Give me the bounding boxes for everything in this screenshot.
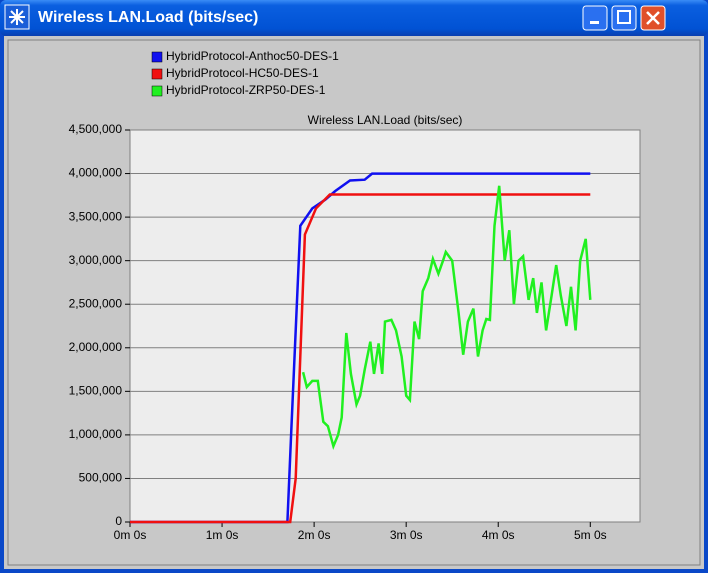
maximize-glyph bbox=[617, 10, 631, 24]
x-tick-label: 5m 0s bbox=[574, 528, 607, 542]
y-tick-label: 500,000 bbox=[79, 471, 123, 485]
x-tick-label: 2m 0s bbox=[298, 528, 331, 542]
legend-label: HybridProtocol-Anthoc50-DES-1 bbox=[166, 49, 339, 63]
chart-title: Wireless LAN.Load (bits/sec) bbox=[308, 113, 463, 127]
x-tick-label: 1m 0s bbox=[206, 528, 239, 542]
y-tick-label: 4,500,000 bbox=[69, 122, 123, 136]
y-tick-label: 2,000,000 bbox=[69, 340, 123, 354]
y-tick-label: 1,000,000 bbox=[69, 427, 123, 441]
x-tick-label: 0m 0s bbox=[114, 528, 147, 542]
series-line bbox=[130, 193, 591, 524]
icon-glyph bbox=[9, 9, 25, 25]
y-tick-label: 2,500,000 bbox=[69, 296, 123, 310]
legend-swatch bbox=[151, 51, 163, 63]
close-glyph bbox=[646, 11, 660, 25]
legend-swatch bbox=[151, 68, 163, 80]
x-tick-label: 4m 0s bbox=[482, 528, 515, 542]
legend-label: HybridProtocol-ZRP50-DES-1 bbox=[166, 83, 326, 97]
x-tick-label: 3m 0s bbox=[390, 528, 423, 542]
series-line bbox=[301, 185, 592, 451]
y-tick-label: 3,000,000 bbox=[69, 253, 123, 267]
legend-label: HybridProtocol-HC50-DES-1 bbox=[166, 66, 319, 80]
legend-swatch bbox=[151, 85, 163, 97]
y-tick-label: 0 bbox=[115, 514, 122, 528]
title-bar bbox=[0, 0, 708, 36]
y-tick-label: 4,000,000 bbox=[69, 166, 123, 180]
maximize-button[interactable] bbox=[611, 5, 637, 31]
y-tick-label: 1,500,000 bbox=[69, 384, 123, 398]
y-tick-label: 3,500,000 bbox=[69, 209, 123, 223]
minimize-glyph bbox=[590, 21, 599, 24]
minimize-button[interactable] bbox=[582, 5, 608, 31]
window-title: Wireless LAN.Load (bits/sec) bbox=[38, 9, 258, 26]
